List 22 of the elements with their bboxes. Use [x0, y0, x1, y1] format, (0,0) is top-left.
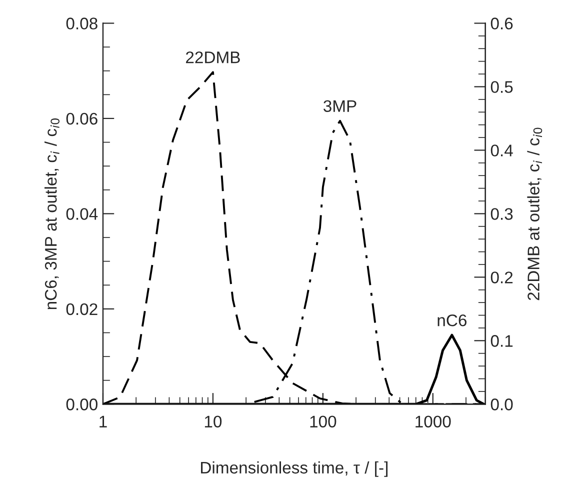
y-tick-label: 0.06: [66, 112, 98, 125]
x-tick-label: 10: [204, 416, 222, 428]
series-label: 22DMB: [186, 51, 240, 64]
x-tick-label: 1000: [416, 416, 451, 428]
y-tick-label: 0.00: [66, 398, 98, 410]
y2-tick-label: 0.5: [490, 81, 513, 93]
y2-axis-title: 22DMB at outlet, c$_{i}$ / c$_{i0}$: [527, 128, 542, 300]
y-tick-label: 0.02: [66, 303, 98, 316]
y-tick-label: 0.08: [66, 18, 98, 30]
y-tick-label: 0.04: [66, 208, 98, 220]
y2-tick-label: 0.2: [490, 272, 513, 284]
x-tick-label: 100: [310, 416, 336, 428]
y2-tick-label: 0.3: [490, 208, 513, 220]
series-label: 3MP: [324, 100, 356, 112]
y2-tick-label: 0.6: [490, 18, 513, 30]
y2-tick-label: 0.1: [490, 335, 513, 347]
series-label: nC6: [438, 314, 466, 326]
x-tick-label: 1: [100, 416, 107, 428]
y2-tick-label: 0.0: [490, 398, 513, 410]
y2-tick-label: 0.4: [490, 144, 513, 156]
x-axis-title: Dimensionless time, τ / [-]: [201, 461, 388, 477]
y-axis-title: nC6, 3MP at outlet, c$_{i}$ / c$_{i0}$: [44, 118, 60, 310]
